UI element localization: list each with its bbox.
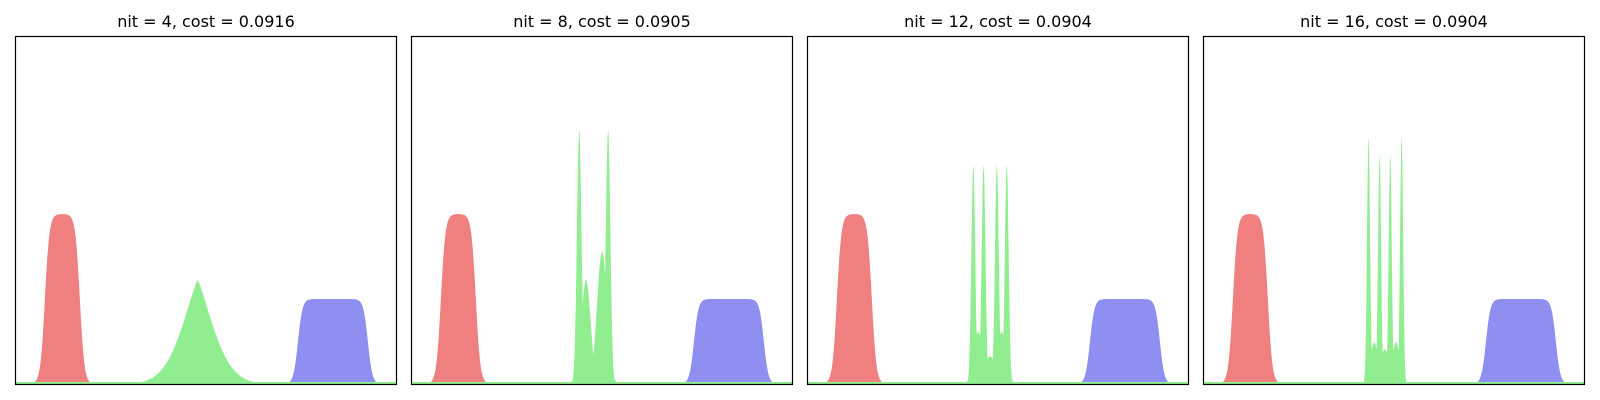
series-area-3 [412, 298, 792, 384]
series-area-2 [16, 280, 396, 384]
series-area-2 [808, 165, 1188, 384]
axes-frame [410, 35, 794, 386]
subplot-3: nit = 12, cost = 0.0904 [806, 12, 1190, 386]
subplot-title: nit = 8, cost = 0.0905 [513, 12, 691, 31]
series-area-1 [1204, 214, 1584, 384]
subplot-title: nit = 12, cost = 0.0904 [904, 12, 1092, 31]
series-area-1 [16, 214, 396, 384]
subplot-title: nit = 16, cost = 0.0904 [1300, 12, 1488, 31]
series-area-2 [412, 130, 792, 384]
axes-frame [806, 35, 1190, 386]
plot-area [1204, 137, 1584, 384]
plot-area [16, 214, 396, 384]
series-area-1 [808, 214, 1188, 384]
series-area-3 [808, 298, 1188, 384]
axes-frame [1202, 35, 1586, 386]
plot-area [412, 130, 792, 384]
series-area-3 [1204, 298, 1584, 384]
plot-area [808, 165, 1188, 384]
subplot-4: nit = 16, cost = 0.0904 [1202, 12, 1586, 386]
subplot-2: nit = 8, cost = 0.0905 [410, 12, 794, 386]
subplot-title: nit = 4, cost = 0.0916 [117, 12, 295, 31]
subplot-1: nit = 4, cost = 0.0916 [14, 12, 398, 386]
series-area-1 [412, 214, 792, 384]
axes-frame [14, 35, 398, 386]
series-area-3 [16, 298, 396, 384]
